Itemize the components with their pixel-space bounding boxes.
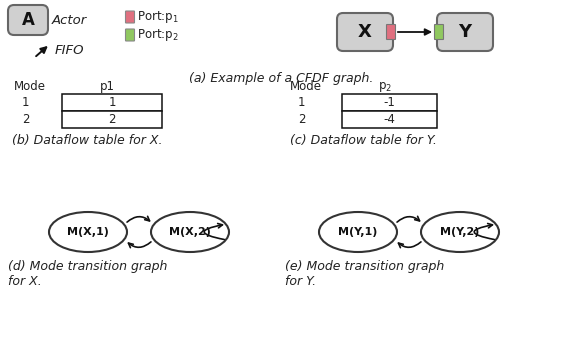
Text: p$_2$: p$_2$ [378, 80, 392, 94]
Text: Mode: Mode [14, 80, 46, 93]
Text: A: A [21, 11, 34, 29]
Bar [62, 94, 162, 111]
Text: M(X,2): M(X,2) [169, 227, 211, 237]
FancyBboxPatch shape [8, 5, 48, 35]
Text: 2: 2 [108, 113, 116, 126]
Ellipse shape [151, 212, 229, 252]
Text: -4: -4 [383, 113, 396, 126]
Bar [62, 111, 162, 128]
Text: -1: -1 [383, 96, 396, 109]
Text: X: X [358, 23, 372, 41]
Text: (c) Dataflow table for Y.: (c) Dataflow table for Y. [290, 134, 437, 147]
Text: (e) Mode transition graph
for Y.: (e) Mode transition graph for Y. [285, 260, 444, 288]
Text: (b) Dataflow table for X.: (b) Dataflow table for X. [12, 134, 162, 147]
FancyBboxPatch shape [125, 11, 134, 23]
Text: M(Y,2): M(Y,2) [440, 227, 480, 237]
Text: p1: p1 [99, 80, 115, 93]
Text: (d) Mode transition graph
for X.: (d) Mode transition graph for X. [8, 260, 167, 288]
Text: 2: 2 [298, 113, 306, 126]
Text: Port:p$_1$: Port:p$_1$ [137, 9, 179, 25]
FancyBboxPatch shape [125, 29, 134, 41]
Text: Port:p$_2$: Port:p$_2$ [137, 27, 179, 43]
Text: (a) Example of a CFDF graph.: (a) Example of a CFDF graph. [189, 72, 373, 85]
Ellipse shape [49, 212, 127, 252]
Text: 1: 1 [22, 96, 29, 109]
Text: M(X,1): M(X,1) [67, 227, 109, 237]
FancyBboxPatch shape [437, 13, 493, 51]
Text: Mode: Mode [290, 80, 322, 93]
FancyBboxPatch shape [434, 24, 443, 39]
Text: M(Y,1): M(Y,1) [338, 227, 378, 237]
FancyBboxPatch shape [387, 24, 396, 39]
Text: 1: 1 [298, 96, 306, 109]
FancyBboxPatch shape [337, 13, 393, 51]
Text: Y: Y [459, 23, 472, 41]
Bar [342, 111, 437, 128]
Ellipse shape [319, 212, 397, 252]
Text: 2: 2 [22, 113, 29, 126]
Bar [342, 94, 437, 111]
Text: 1: 1 [108, 96, 116, 109]
Text: Actor: Actor [52, 13, 87, 27]
Text: FIFO: FIFO [55, 45, 84, 58]
Ellipse shape [421, 212, 499, 252]
